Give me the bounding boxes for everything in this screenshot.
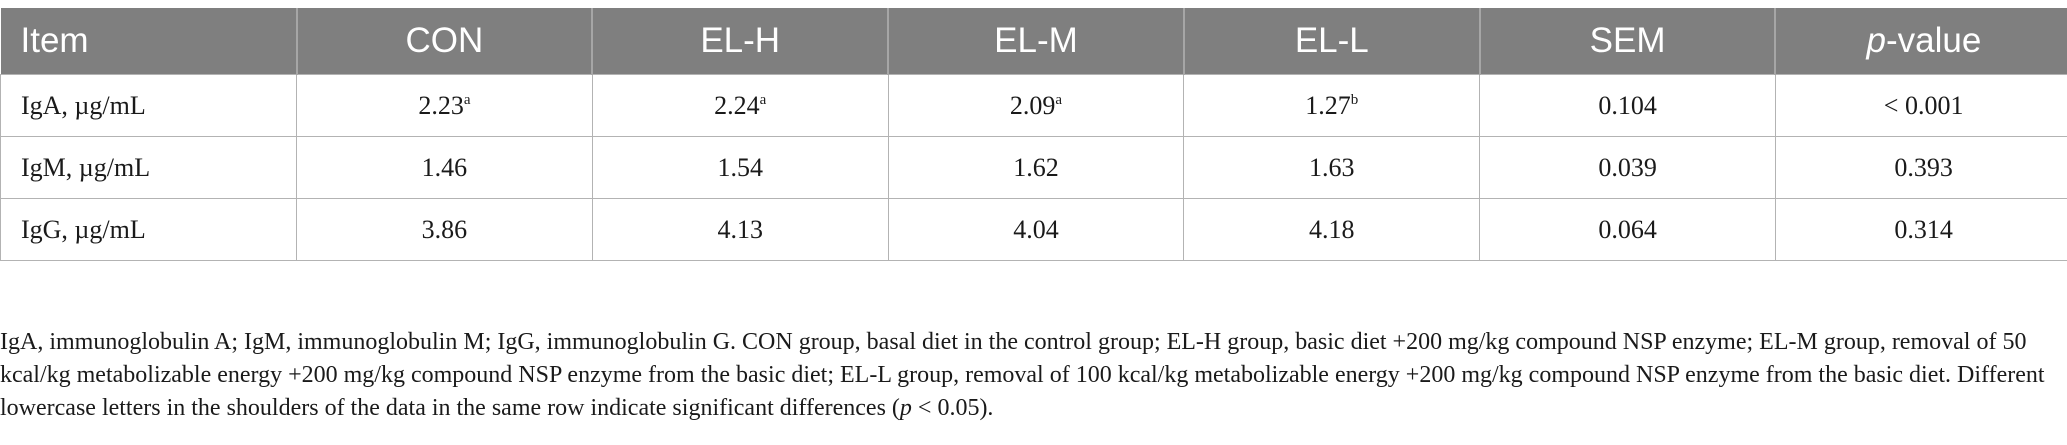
table-cell: 0.064: [1479, 198, 1776, 261]
cell-value: 4.04: [1013, 214, 1059, 244]
cell-value: 4.18: [1309, 214, 1355, 244]
cell-value: 0.393: [1894, 152, 1953, 182]
significance-superscript: a: [759, 91, 767, 108]
table-cell: 0.314: [1774, 198, 2067, 261]
table-cell: 4.13: [591, 198, 889, 261]
cell-value: 2.09: [1009, 90, 1056, 120]
table-cell: 0.039: [1479, 136, 1776, 199]
footnote-tail: < 0.05).: [911, 395, 994, 421]
table-cell: 0.393: [1774, 136, 2067, 199]
header-con: CON: [295, 8, 593, 75]
table-cell: 1.62: [887, 136, 1184, 199]
cell-value: 0.314: [1894, 214, 1953, 244]
row-item-label: IgA, µg/mL: [0, 74, 297, 137]
table-cell: 4.18: [1183, 198, 1480, 261]
table-cell: 2.24a: [591, 74, 889, 137]
table-cell: 0.104: [1479, 74, 1776, 137]
table-row: IgM, µg/mL 1.46 1.54 1.62 1.63 0.039 0.393: [0, 136, 2067, 199]
header-item: Item: [0, 8, 297, 75]
immunoglobulin-table: Item CON EL-H EL-M EL-L SEM p-value IgA,…: [0, 8, 2067, 261]
cell-value: 0.064: [1598, 214, 1657, 244]
header-sem: SEM: [1478, 8, 1776, 75]
table-cell: < 0.001: [1774, 74, 2067, 137]
header-p-value: p-value: [1774, 8, 2067, 75]
cell-value: 3.86: [421, 214, 468, 244]
significance-superscript: a: [1055, 91, 1063, 108]
header-row: Item CON EL-H EL-M EL-L SEM p-value: [0, 8, 2067, 75]
cell-value: < 0.001: [1883, 90, 1964, 120]
table-cell: 3.86: [296, 198, 593, 261]
header-el-l: EL-L: [1182, 8, 1480, 75]
header-el-m: EL-M: [887, 8, 1184, 75]
table-cell: 2.23a: [296, 74, 593, 137]
table-row: IgG, µg/mL 3.86 4.13 4.04 4.18 0.064 0.314: [0, 198, 2067, 261]
header-p-italic: p: [1866, 21, 1886, 60]
cell-value: 1.63: [1309, 152, 1355, 182]
cell-value: 1.46: [421, 152, 468, 182]
row-item-label: IgM, µg/mL: [0, 136, 297, 199]
row-item-label: IgG, µg/mL: [0, 198, 297, 261]
cell-value: 2.24: [714, 90, 760, 120]
cell-value: 0.104: [1598, 90, 1657, 120]
table-cell: 1.63: [1183, 136, 1480, 199]
table-cell: 1.54: [591, 136, 889, 199]
table-cell: 1.46: [296, 136, 593, 199]
cell-value: 1.54: [717, 152, 763, 182]
table-container: Item CON EL-H EL-M EL-L SEM p-value IgA,…: [0, 8, 2067, 261]
cell-value: 1.27: [1305, 90, 1351, 120]
footnote-p-italic: p: [899, 395, 912, 421]
table-row: IgA, µg/mL 2.23a 2.24a 2.09a 1.27b 0.104 < 0.0…: [0, 74, 2067, 137]
footnote-main: IgA, immunoglobulin A; IgM, immunoglobul…: [0, 329, 2045, 421]
table-cell: 2.09a: [887, 74, 1184, 137]
significance-superscript: b: [1350, 91, 1359, 108]
header-p-rest: -value: [1885, 21, 1982, 60]
table-cell: 1.27b: [1183, 74, 1480, 137]
cell-value: 1.62: [1013, 152, 1059, 182]
cell-value: 4.13: [717, 214, 763, 244]
significance-superscript: a: [463, 91, 471, 108]
table-cell: 4.04: [887, 198, 1184, 261]
cell-value: 2.23: [418, 90, 464, 120]
header-el-h: EL-H: [591, 8, 889, 75]
cell-value: 0.039: [1598, 152, 1657, 182]
table-footnote: IgA, immunoglobulin A; IgM, immunoglobul…: [0, 326, 2050, 425]
table-body: IgA, µg/mL 2.23a 2.24a 2.09a 1.27b 0.104 < 0.0…: [0, 74, 2067, 261]
